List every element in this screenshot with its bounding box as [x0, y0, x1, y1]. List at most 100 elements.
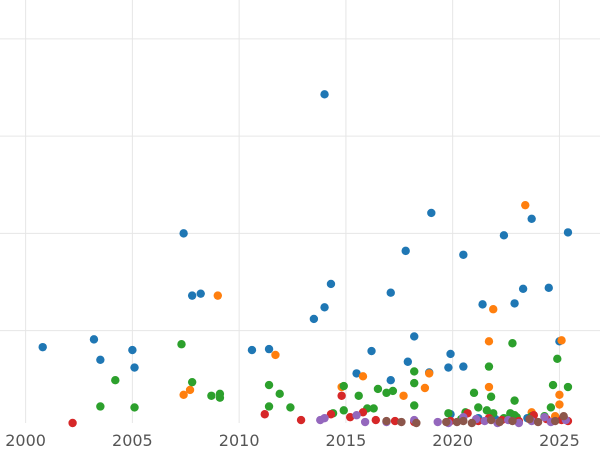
data-point	[286, 403, 295, 412]
data-point	[410, 367, 419, 376]
data-point	[326, 410, 336, 419]
data-point	[489, 305, 498, 314]
data-point	[499, 231, 509, 240]
data-point	[179, 229, 188, 238]
data-point	[271, 350, 280, 360]
data-point	[410, 401, 419, 410]
data-point	[518, 284, 528, 294]
data-point	[187, 377, 197, 387]
data-point	[179, 390, 188, 399]
data-point	[525, 414, 534, 424]
data-point	[410, 378, 419, 388]
data-point	[371, 415, 381, 425]
data-point	[563, 382, 573, 392]
data-point	[386, 376, 395, 385]
data-point	[482, 406, 492, 415]
data-point	[68, 418, 77, 428]
data-point	[386, 288, 395, 297]
data-point	[373, 384, 383, 394]
data-point	[553, 354, 562, 364]
x-tick-label: 2025	[539, 431, 580, 450]
data-point	[89, 335, 99, 344]
data-point	[367, 346, 376, 356]
x-tick-label: 2015	[326, 431, 367, 450]
data-point	[444, 363, 453, 372]
data-point	[420, 383, 430, 393]
x-tick-label: 2020	[432, 431, 473, 450]
data-point	[459, 416, 468, 426]
data-point	[540, 412, 549, 422]
data-point	[403, 357, 413, 366]
data-point	[369, 404, 378, 413]
data-point	[382, 388, 391, 398]
data-point	[130, 403, 139, 412]
data-point	[196, 289, 205, 298]
series-0	[38, 90, 573, 424]
data-point	[320, 303, 329, 312]
data-point	[128, 345, 137, 355]
data-point	[260, 410, 269, 419]
data-point	[555, 400, 564, 409]
data-point	[96, 355, 105, 364]
data-point	[474, 403, 483, 412]
data-point	[527, 214, 536, 223]
data-point	[444, 409, 453, 418]
data-point	[410, 332, 419, 341]
data-point	[486, 415, 496, 425]
data-point	[412, 418, 421, 428]
data-point	[459, 362, 468, 371]
data-point	[484, 337, 494, 346]
grid	[0, 0, 600, 423]
data-point	[207, 391, 216, 400]
data-point	[544, 283, 553, 293]
data-point	[360, 417, 370, 427]
data-point	[264, 380, 274, 390]
data-point	[495, 417, 504, 427]
data-point	[264, 344, 274, 354]
x-axis-ticks: 2000 2005 2010 2015 2020 2025	[5, 431, 580, 450]
data-point	[559, 411, 568, 421]
data-point	[130, 363, 139, 372]
data-point	[510, 299, 519, 308]
data-point	[508, 339, 517, 348]
data-point	[352, 369, 361, 378]
data-point	[399, 391, 408, 400]
data-point	[38, 342, 47, 352]
data-point	[320, 90, 329, 99]
data-point	[390, 416, 400, 426]
data-point	[358, 372, 368, 381]
data-point	[275, 389, 284, 399]
data-point	[264, 402, 274, 411]
data-point	[185, 385, 195, 395]
data-point	[247, 345, 257, 355]
data-point	[388, 386, 398, 396]
data-point	[514, 418, 524, 428]
data-point	[533, 417, 543, 427]
data-point	[354, 391, 363, 400]
data-point	[339, 406, 348, 415]
data-point	[352, 411, 361, 420]
data-point	[309, 314, 319, 324]
data-point	[480, 416, 489, 426]
series-1	[179, 200, 566, 421]
data-point	[96, 402, 105, 411]
data-point	[478, 300, 487, 309]
data-point	[345, 412, 355, 422]
data-point	[337, 391, 346, 400]
data-point	[521, 200, 530, 210]
x-tick-label: 2005	[112, 431, 153, 450]
data-point	[446, 349, 455, 359]
data-point	[548, 380, 558, 390]
data-point	[358, 408, 368, 417]
data-point	[424, 369, 434, 378]
data-point	[452, 417, 462, 427]
x-tick-label: 2000	[5, 431, 46, 450]
series-2	[96, 339, 573, 424]
data-point	[484, 362, 494, 371]
x-tick-label: 2010	[219, 431, 260, 450]
data-point	[320, 413, 329, 423]
data-point	[177, 340, 186, 349]
data-point	[550, 416, 560, 426]
data-point	[510, 396, 519, 405]
data-point	[486, 392, 496, 401]
